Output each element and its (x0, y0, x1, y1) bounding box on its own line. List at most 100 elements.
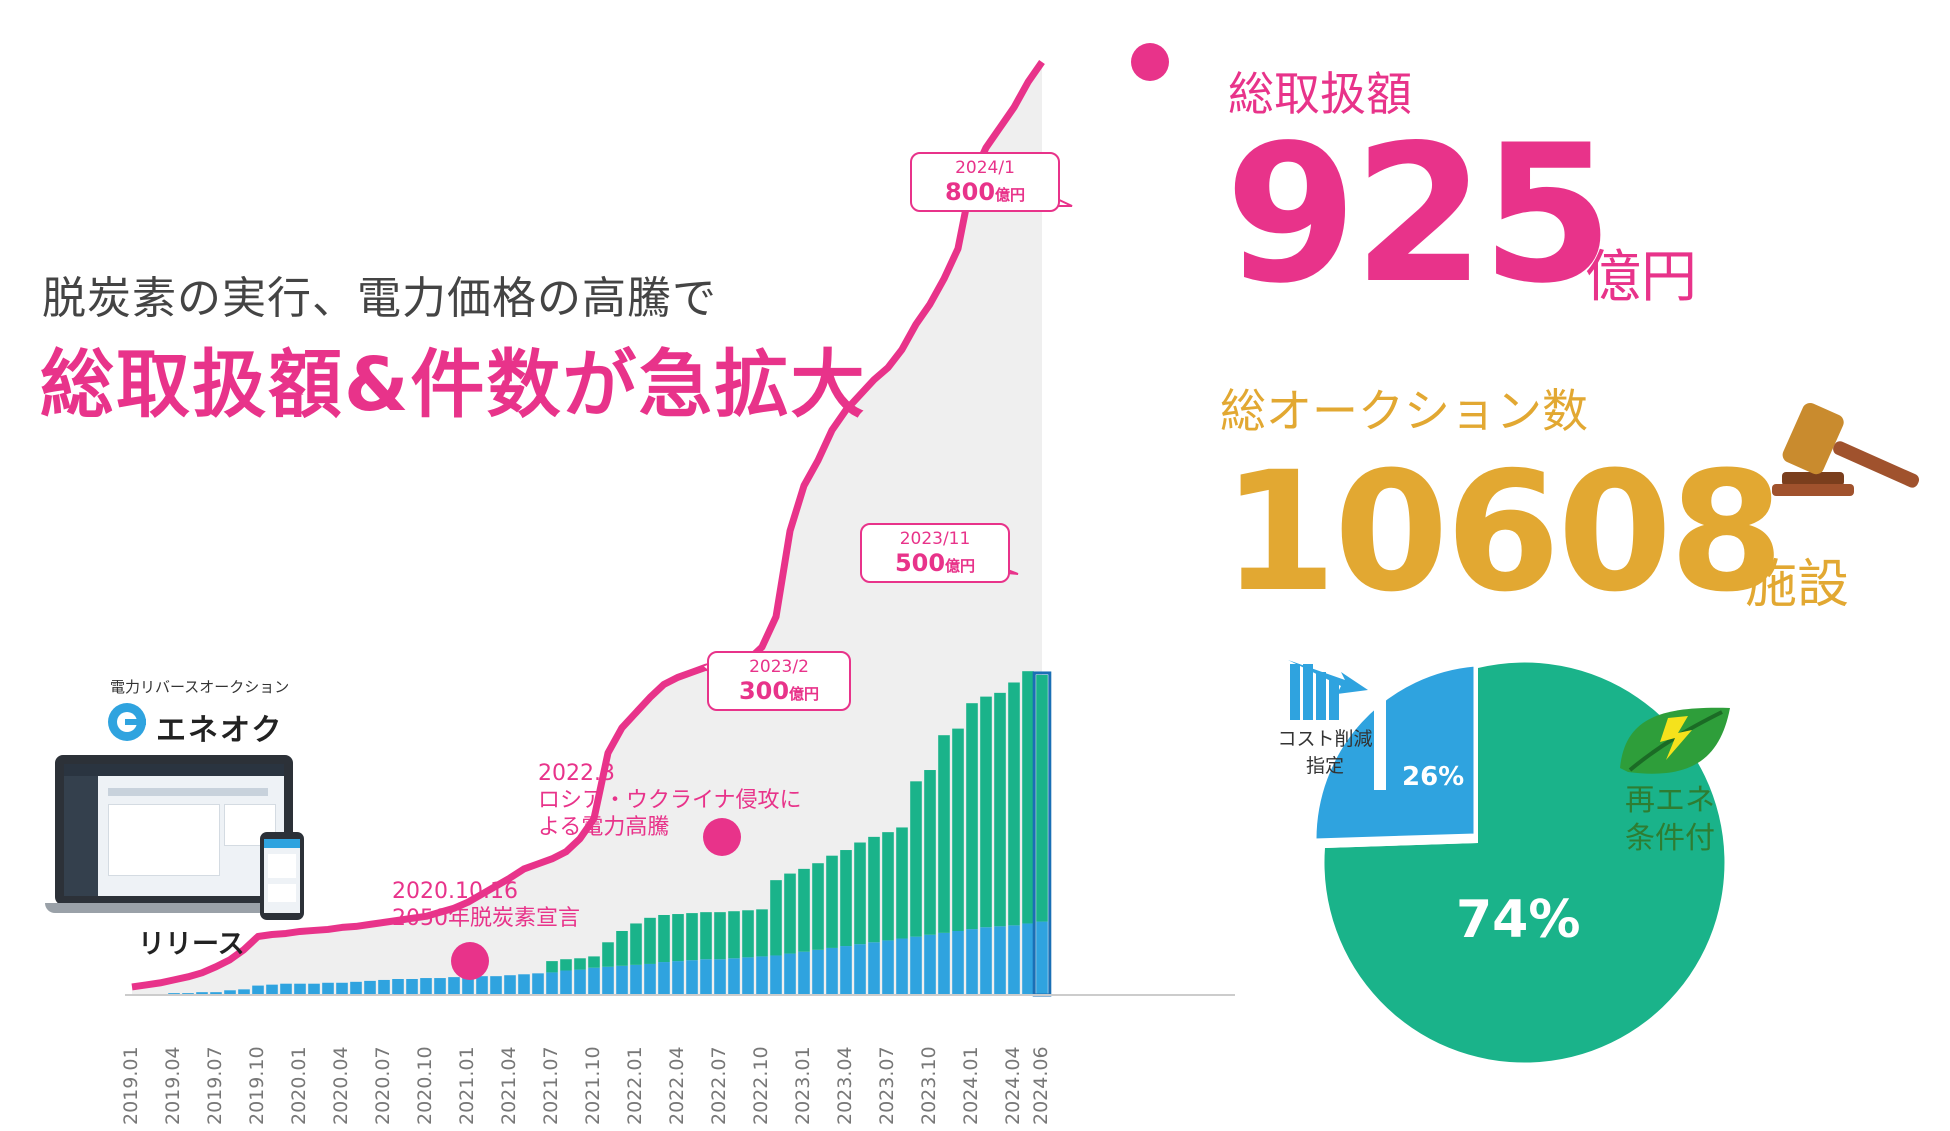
pie-slice-cost (1313, 663, 1477, 842)
bar-blue-2021.03 (490, 976, 502, 995)
bar-blue-2019.10 (252, 985, 264, 995)
bar-green-2023.11 (938, 735, 950, 933)
bar-green-2023.01 (798, 868, 810, 952)
x-tick-label: 2024.01 (960, 1046, 982, 1125)
x-tick-label: 2022.07 (708, 1046, 730, 1125)
pie-cost-label-line2: 指定 (1305, 755, 1344, 777)
bar-blue-2020.06 (364, 980, 376, 995)
x-tick-label: 2021.07 (540, 1046, 562, 1125)
bar-blue-2024.03 (994, 926, 1006, 995)
event-marker-2020 (451, 942, 489, 980)
bar-blue-2021.07 (546, 972, 558, 995)
bar-green-2022.07 (714, 912, 726, 960)
bar-blue-2021.05 (518, 974, 530, 995)
bar-blue-2020.09 (406, 978, 418, 995)
bar-blue-2024.02 (980, 927, 992, 995)
bar-green-2022.10 (756, 909, 768, 957)
bar-blue-2021.02 (476, 976, 488, 995)
bar-blue-2021.06 (532, 973, 544, 995)
phone-screenshot (260, 832, 304, 920)
bar-blue-2022.08 (728, 958, 740, 995)
bar-green-2024.01 (966, 703, 978, 930)
auction-count-label: 総オークション数 (1220, 384, 1588, 438)
callout-800-value: 800 (944, 178, 996, 206)
bar-blue-2022.07 (714, 959, 726, 995)
bar-green-2022.08 (728, 911, 740, 959)
callout-500-unit: 億円 (945, 557, 976, 575)
amount-area-fill (132, 62, 1042, 995)
x-tick-label: 2019.01 (120, 1046, 142, 1125)
bar-blue-2022.02 (644, 963, 656, 995)
bar-blue-2019.12 (280, 983, 292, 995)
auction-count-value: 10608 (1222, 436, 1784, 628)
pie-renew-label-line2: 条件付 (1625, 821, 1715, 856)
bar-blue-2020.01 (294, 983, 306, 995)
x-tick-label: 2023.01 (792, 1046, 814, 1125)
bars-layer (126, 671, 1052, 997)
bar-green-2022.12 (784, 873, 796, 954)
leaf-icon (1620, 707, 1730, 774)
bar-green-2021.08 (560, 959, 572, 971)
release-label: リリース (138, 929, 245, 960)
bar-blue-2023.12 (952, 930, 964, 995)
bar-blue-2023.05 (854, 944, 866, 995)
x-tick-label: 2020.07 (372, 1046, 394, 1125)
pie-renew-label: 再エネ 条件付 (1610, 782, 1730, 858)
event-marker-2022 (703, 818, 741, 856)
callout-800-unit: 億円 (995, 186, 1026, 204)
bar-blue-2022.04 (672, 961, 684, 995)
x-tick-label: 2024.06 (1030, 1046, 1052, 1125)
bar-blue-2023.09 (910, 936, 922, 995)
bar-green-2022.01 (630, 923, 642, 965)
x-tick-label: 2019.07 (204, 1046, 226, 1125)
bar-blue-2022.06 (700, 959, 712, 995)
bar-blue-2023.10 (924, 934, 936, 995)
callout-500-value: 500 (894, 549, 946, 577)
total-amount-label: 総取扱額 (1228, 67, 1412, 121)
bar-blue-2023.07 (882, 940, 894, 995)
amount-line (131, 60, 1045, 991)
callout-300-unit: 億円 (789, 685, 820, 703)
bar-green-2024.02 (980, 696, 992, 928)
event-2020: 2020.10.16 2050年脱炭素宣言 (392, 878, 580, 932)
total-amount-value: 925 (1225, 104, 1614, 325)
bar-green-2022.02 (644, 917, 656, 964)
bar-green-2024.05 (1022, 671, 1034, 924)
bar-green-2023.06 (868, 836, 880, 943)
event-2020-date: 2020.10.16 (392, 879, 518, 904)
bar-blue-2024.01 (966, 929, 978, 995)
bar-green-2024.06 (1036, 674, 1048, 922)
bar-green-2023.08 (896, 827, 908, 939)
bar-blue-2019.11 (266, 984, 278, 995)
callout-300-date: 2023/2 (749, 657, 809, 677)
bar-blue-2021.11 (602, 966, 614, 995)
bar-blue-2022.09 (742, 957, 754, 995)
bar-blue-2020.04 (336, 982, 348, 995)
x-tick-label: 2020.01 (288, 1046, 310, 1125)
bar-blue-2023.11 (938, 932, 950, 995)
bar-blue-2021.08 (560, 970, 572, 995)
building-chart-icon (1288, 660, 1368, 720)
bar-blue-2022.05 (686, 960, 698, 995)
eneoku-logo-icon (108, 703, 146, 741)
pie-cost-label: コスト削減 指定 (1270, 724, 1380, 778)
bar-green-2022.09 (742, 910, 754, 958)
bar-green-2022.05 (686, 913, 698, 961)
event-2022-date: 2022.3 (538, 761, 615, 786)
auction-count-unit: 施設 (1745, 555, 1850, 615)
pie-label-26: 26% (1402, 762, 1465, 792)
bar-green-2023.02 (812, 863, 824, 950)
x-tick-label: 2023.04 (834, 1046, 856, 1125)
bar-green-2022.11 (770, 880, 782, 956)
total-amount-unit: 億円 (1585, 245, 1697, 310)
bar-blue-2024.04 (1008, 925, 1020, 995)
x-tick-label: 2020.10 (414, 1046, 436, 1125)
x-tick-label: 2023.10 (918, 1046, 940, 1125)
bar-green-2023.04 (840, 850, 852, 947)
x-tick-label: 2022.04 (666, 1046, 688, 1125)
headline-title: 総取扱額&件数が急拡大 (40, 342, 867, 428)
event-2020-text: 2050年脱炭素宣言 (392, 906, 580, 931)
bar-blue-2022.01 (630, 964, 642, 995)
bar-blue-2020.07 (378, 979, 390, 995)
